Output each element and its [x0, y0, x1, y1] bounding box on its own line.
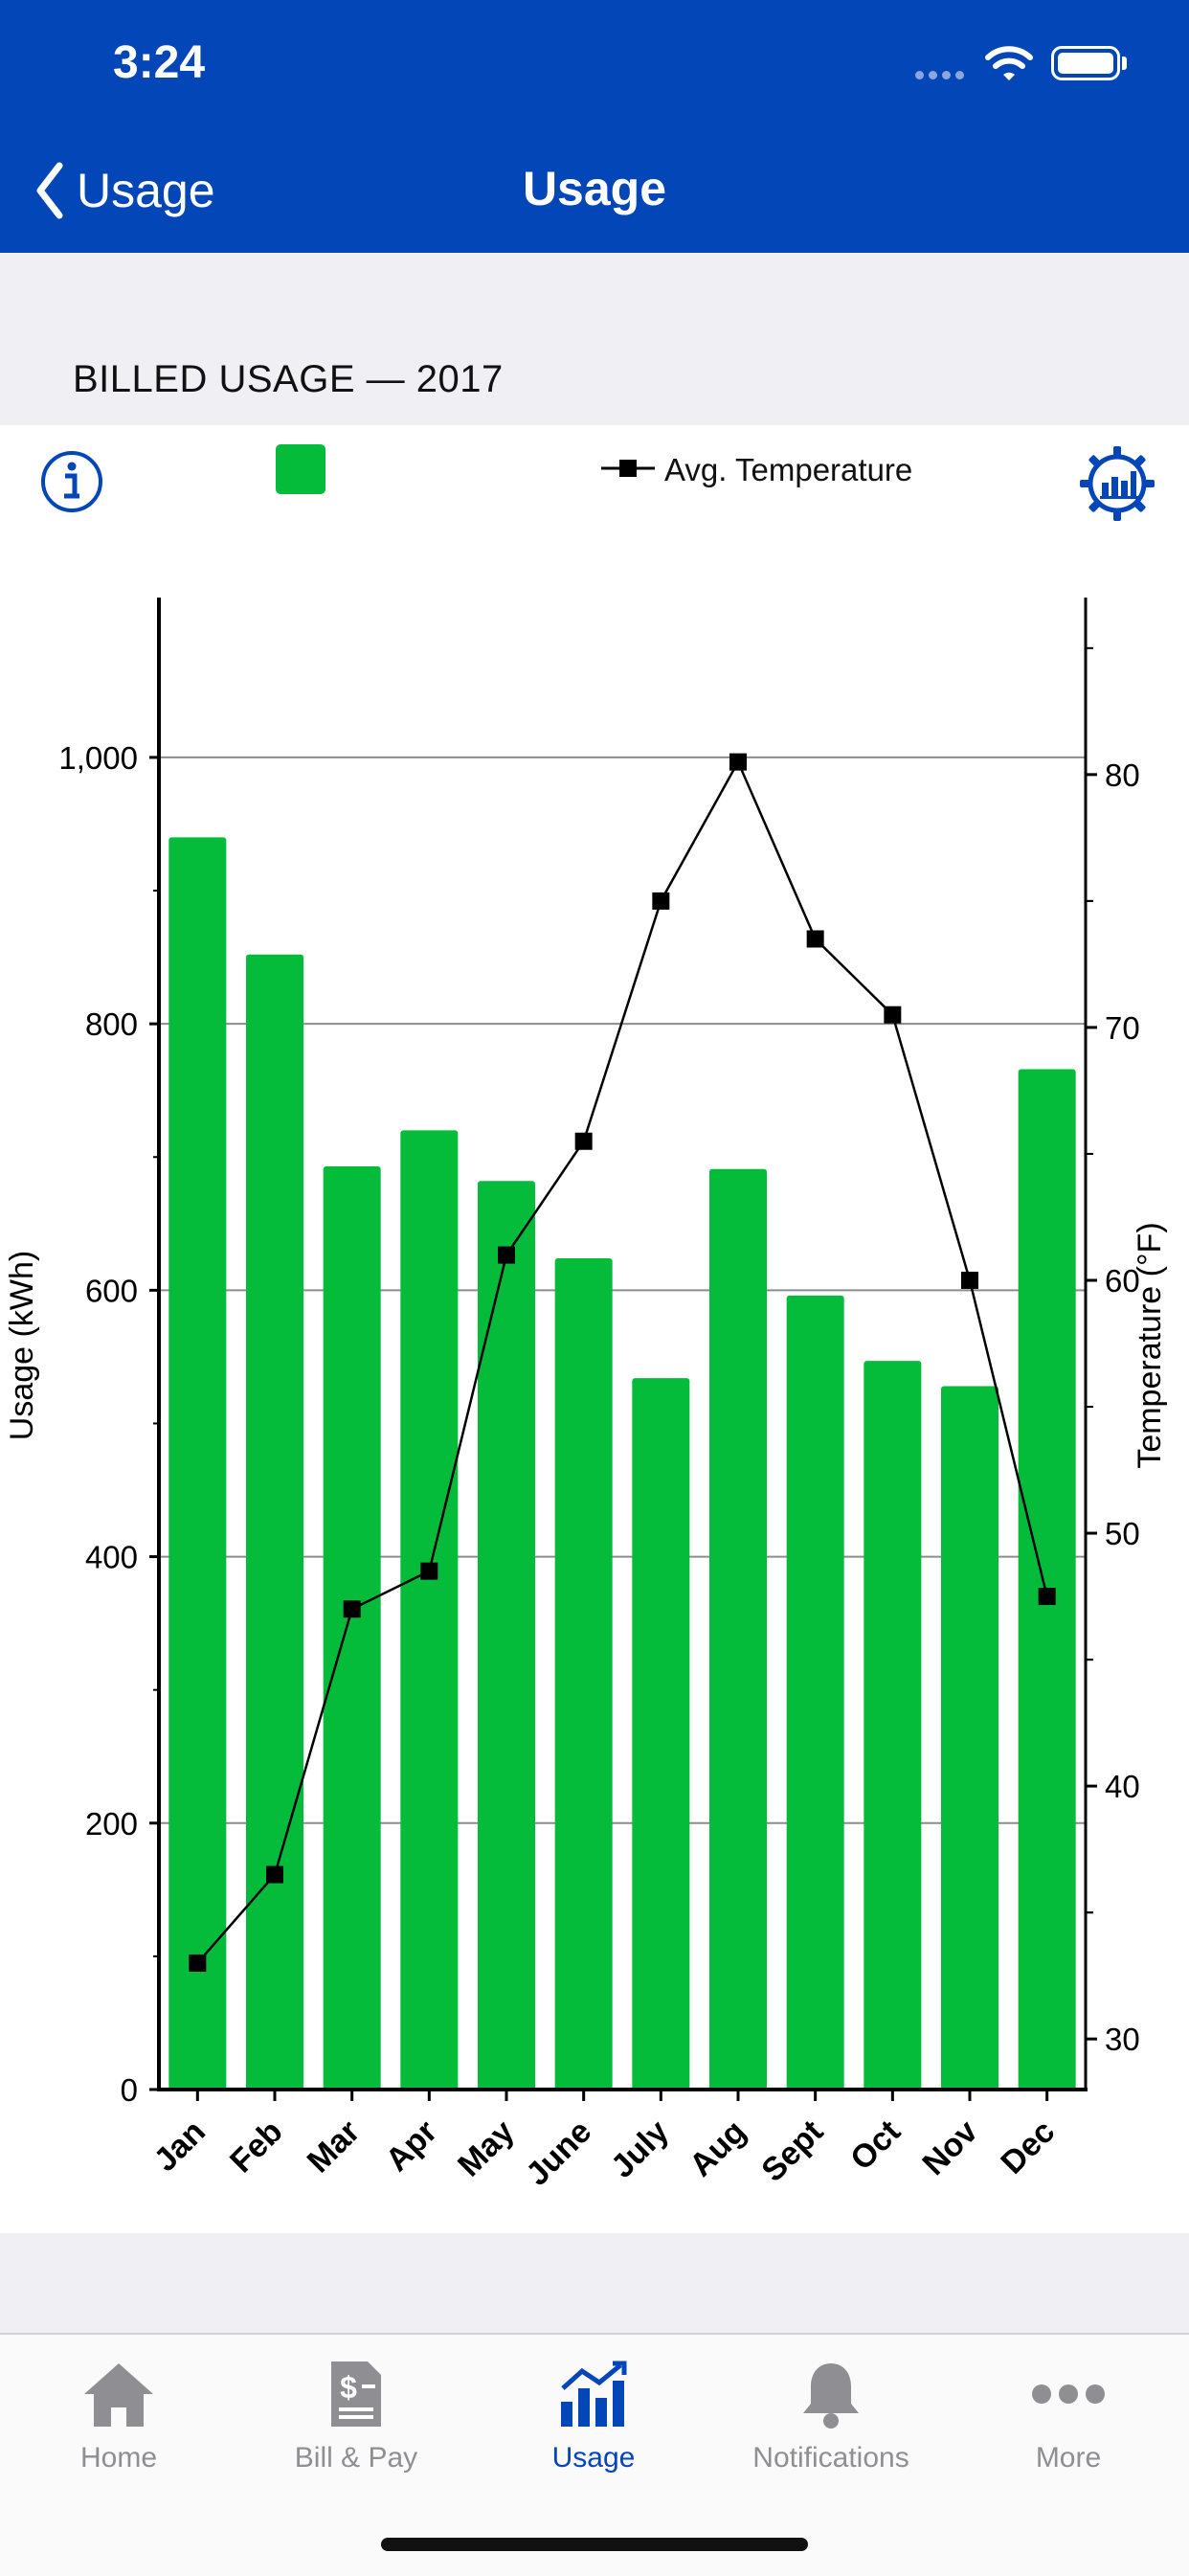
tab-bar: Home $ Bill & Pay Usage — [0, 2333, 1189, 2576]
usage-chart-icon — [561, 2361, 627, 2427]
tab-more[interactable]: More — [950, 2335, 1187, 2497]
y2-tick-label: 30 — [1105, 2022, 1140, 2057]
section-title: BILLED USAGE — 2017 — [73, 358, 504, 400]
usage-bar[interactable] — [246, 954, 303, 2090]
usage-bar[interactable] — [1018, 1069, 1076, 2090]
x-tick-label: Sept — [754, 2113, 830, 2189]
y-tick-label: 800 — [85, 1006, 138, 1042]
chart-settings-button[interactable] — [1078, 444, 1156, 528]
tab-home-label: Home — [79, 2442, 158, 2474]
usage-bar[interactable] — [632, 1378, 690, 2090]
x-tick-label: Dec — [994, 2113, 1062, 2181]
y-axis-label: Usage (kWh) — [4, 1251, 40, 1440]
y2-tick-label: 80 — [1105, 757, 1140, 793]
legend-usage-swatch — [276, 444, 325, 494]
tab-notifications-label: Notifications — [752, 2442, 909, 2474]
nav-header: 3:24 Usage Usage — [0, 0, 1189, 253]
temperature-point[interactable] — [729, 753, 747, 771]
info-icon — [41, 451, 102, 512]
usage-bar[interactable] — [786, 1295, 844, 2090]
y-tick-label: 0 — [121, 2072, 138, 2108]
temperature-point[interactable] — [498, 1246, 515, 1264]
temperature-point[interactable] — [961, 1271, 978, 1289]
status-time: 3:24 — [113, 37, 206, 88]
temperature-point[interactable] — [652, 892, 670, 910]
temperature-point[interactable] — [189, 1954, 207, 1972]
y-tick-label: 400 — [85, 1540, 138, 1575]
legend-temperature-marker — [601, 460, 655, 477]
x-tick-label: Jan — [147, 2113, 213, 2179]
y2-tick-label: 50 — [1105, 1516, 1140, 1551]
usage-bar[interactable] — [709, 1168, 767, 2090]
page-title: Usage — [522, 162, 667, 215]
temperature-line — [196, 758, 1048, 1964]
y2-tick-label: 60 — [1105, 1263, 1140, 1299]
x-tick-label: Apr — [379, 2113, 444, 2179]
usage-bar[interactable] — [323, 1165, 381, 2090]
tab-more-label: More — [1035, 2442, 1102, 2474]
battery-icon — [1051, 46, 1120, 80]
temperature-point[interactable] — [420, 1562, 438, 1580]
back-label: Usage — [77, 164, 215, 217]
cellular-signal-icon — [915, 67, 969, 84]
y-tick-label: 600 — [85, 1273, 138, 1308]
home-icon — [84, 2363, 153, 2427]
x-tick-label: Mar — [301, 2113, 368, 2181]
y2-tick-label: 40 — [1105, 1769, 1140, 1804]
home-indicator — [381, 2538, 808, 2551]
x-tick-label: July — [604, 2113, 676, 2185]
usage-bar[interactable] — [554, 1257, 613, 2090]
tab-usage[interactable]: Usage — [475, 2335, 712, 2497]
back-button[interactable]: Usage — [34, 157, 215, 224]
x-tick-label: Oct — [843, 2113, 908, 2178]
gear-chart-icon — [1080, 446, 1155, 521]
temperature-point[interactable] — [343, 1600, 361, 1618]
x-tick-label: Nov — [915, 2113, 984, 2182]
x-tick-label: May — [451, 2113, 522, 2184]
usage-bar[interactable] — [168, 837, 227, 2090]
temperature-point[interactable] — [1038, 1588, 1056, 1606]
x-tick-label: Feb — [223, 2113, 290, 2181]
bill-pay-icon: $ — [331, 2361, 381, 2427]
y-tick-label: 1,000 — [58, 740, 138, 776]
y2-tick-label: 70 — [1105, 1010, 1140, 1046]
bell-icon — [803, 2363, 859, 2429]
svg-text:$: $ — [340, 2370, 357, 2405]
chevron-left-icon — [36, 162, 63, 219]
temperature-point[interactable] — [884, 1006, 902, 1024]
tab-bill-pay-label: Bill & Pay — [294, 2442, 418, 2474]
info-button[interactable] — [40, 450, 103, 518]
temperature-point[interactable] — [266, 1865, 283, 1884]
temperature-point[interactable] — [574, 1132, 593, 1150]
tab-bill-pay[interactable]: $ Bill & Pay — [237, 2335, 475, 2497]
usage-bar[interactable] — [400, 1130, 459, 2090]
y2-axis-label: Temperature (°F) — [1132, 1222, 1168, 1468]
temperature-point[interactable] — [806, 930, 824, 948]
tab-home[interactable]: Home — [0, 2335, 237, 2497]
wifi-icon — [985, 46, 1033, 80]
more-icon — [1032, 2384, 1105, 2404]
usage-bar[interactable] — [478, 1181, 535, 2090]
usage-bar[interactable] — [864, 1361, 922, 2090]
usage-bar[interactable] — [941, 1386, 998, 2090]
x-tick-label: Aug — [683, 2113, 753, 2184]
y-tick-label: 200 — [85, 1806, 138, 1842]
legend-temperature-label: Avg. Temperature — [664, 452, 913, 487]
tab-notifications[interactable]: Notifications — [712, 2335, 950, 2497]
tab-usage-label: Usage — [551, 2442, 636, 2474]
x-tick-label: June — [519, 2113, 598, 2193]
